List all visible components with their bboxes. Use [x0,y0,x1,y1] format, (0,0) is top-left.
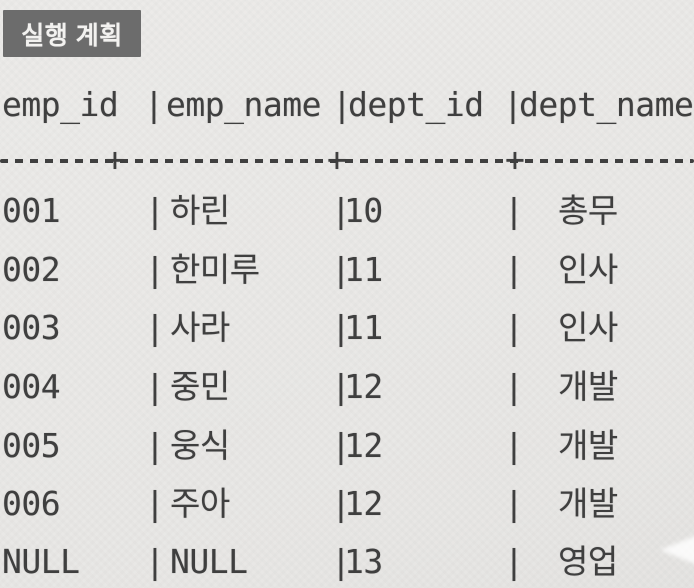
pipe-separator: | [331,484,351,523]
cell-emp-name: 한미루 [170,250,260,289]
cell-dept-id: 10 [344,191,383,230]
cell-dept-id: 13 [344,542,383,581]
cell-dept-id: 12 [344,367,383,406]
cell-emp-id: 003 [2,308,61,347]
pipe-separator: | [145,250,165,289]
cell-emp-name: 중민 [170,367,230,406]
pipe-separator: | [145,484,165,523]
table-row: 002 | 한미루 | 11 | 인사 [0,249,694,291]
cell-emp-name: 웅식 [170,426,230,465]
cell-emp-name: 사라 [170,308,230,347]
pipe-separator: | [331,367,351,406]
plus-junction: + [327,140,347,179]
cell-emp-id: 001 [2,191,61,230]
cell-dept-name: 개발 [558,367,618,406]
dashed-rule [0,159,694,163]
section-badge: 실행 계획 [3,10,141,57]
pipe-separator: | [331,542,351,581]
column-header-emp-name: emp_name [166,85,321,124]
table-row: NULL | NULL | 13 | 영업 [0,541,694,583]
cell-dept-name: 총무 [558,191,618,230]
pipe-separator: | [331,191,351,230]
pipe-separator: | [504,308,524,347]
column-header-emp-id: emp_id [2,85,119,124]
column-header-dept-id: dept_id [348,85,484,124]
table-row: 006 | 주아 | 12 | 개발 [0,483,694,525]
cell-dept-name: 개발 [558,426,618,465]
pipe-separator: | [332,85,352,124]
cell-dept-name: 개발 [558,484,618,523]
scan-artifact-arrow [660,534,694,566]
cell-dept-name: 영업 [558,542,618,581]
pipe-separator: | [145,191,165,230]
cell-dept-name: 인사 [558,308,618,347]
pipe-separator: | [504,250,524,289]
pipe-separator: | [503,85,523,124]
plus-junction: + [105,140,125,179]
table-header-row: emp_id | emp_name | dept_id | dept_name [0,84,694,126]
cell-emp-id: 002 [2,250,61,289]
pipe-separator: | [504,484,524,523]
table-row: 005 | 웅식 | 12 | 개발 [0,425,694,467]
pipe-separator: | [145,426,165,465]
pipe-separator: | [145,367,165,406]
pipe-separator: | [504,542,524,581]
pipe-separator: | [145,308,165,347]
table-row: 001 | 하린 | 10 | 총무 [0,190,694,232]
cell-emp-id: 004 [2,367,61,406]
cell-emp-name: NULL [170,542,248,581]
cell-emp-name: 하린 [170,191,230,230]
pipe-separator: | [504,191,524,230]
pipe-separator: | [504,426,524,465]
pipe-separator: | [331,308,351,347]
table-separator-row: + + + [0,141,694,179]
table-row: 003 | 사라 | 11 | 인사 [0,307,694,349]
table-row: 004 | 중민 | 12 | 개발 [0,366,694,408]
pipe-separator: | [144,85,164,124]
cell-emp-id: NULL [2,542,80,581]
cell-dept-id: 12 [344,484,383,523]
cell-dept-id: 11 [344,308,383,347]
pipe-separator: | [504,367,524,406]
column-header-dept-name: dept_name [519,85,694,124]
pipe-separator: | [331,426,351,465]
cell-dept-name: 인사 [558,250,618,289]
pipe-separator: | [331,250,351,289]
plus-junction: + [505,140,525,179]
cell-emp-id: 005 [2,426,61,465]
cell-emp-name: 주아 [170,484,230,523]
section-badge-label: 실행 계획 [21,21,123,50]
cell-emp-id: 006 [2,484,61,523]
cell-dept-id: 11 [344,250,383,289]
cell-dept-id: 12 [344,426,383,465]
pipe-separator: | [145,542,165,581]
